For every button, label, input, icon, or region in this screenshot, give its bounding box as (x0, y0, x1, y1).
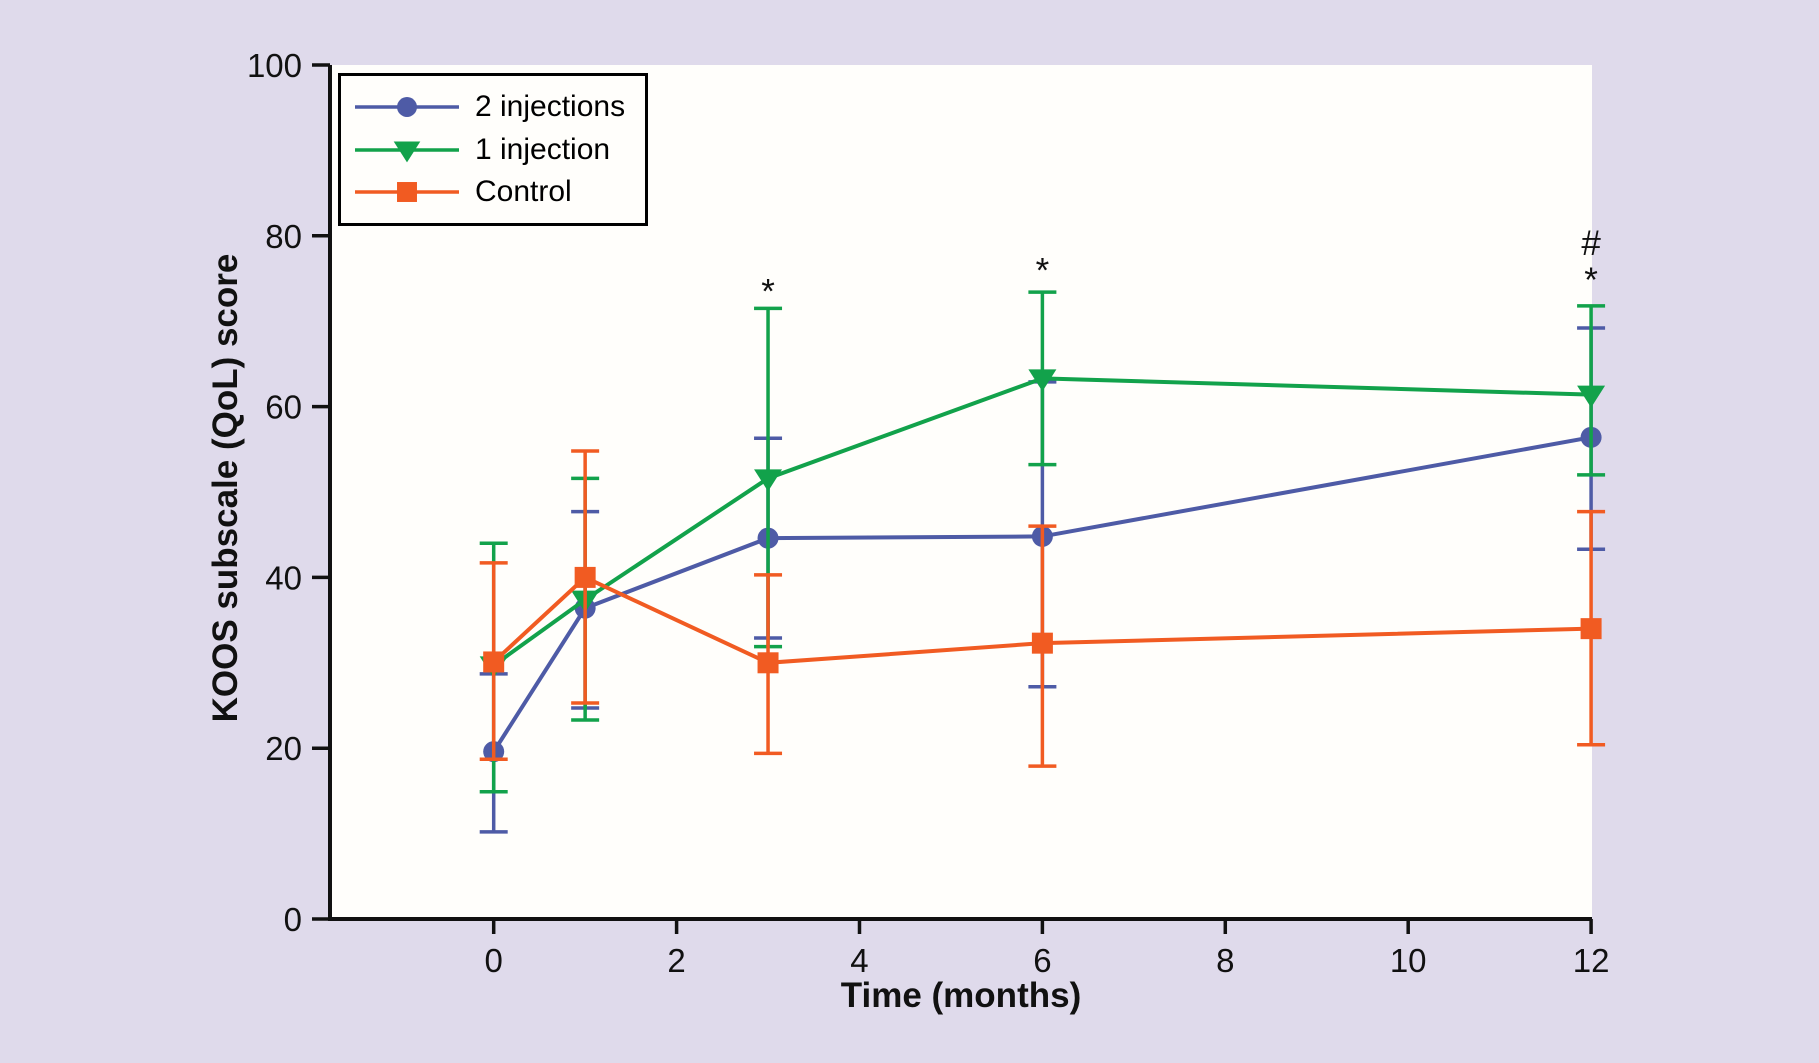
x-tick-label: 12 (1573, 942, 1610, 979)
legend-label: Control (475, 174, 572, 208)
marker-control (757, 652, 779, 674)
legend-swatch-2 (355, 181, 459, 202)
legend-swatch-0 (355, 97, 459, 118)
legend-label: 1 injection (475, 132, 611, 166)
marker-control (1031, 632, 1053, 654)
legend-item-control: Control (355, 174, 645, 208)
marker-control (483, 651, 505, 673)
circle-icon (397, 97, 417, 118)
significance-marker: # (1581, 224, 1601, 263)
y-tick-label: 100 (247, 47, 302, 84)
legend-label: 2 injections (475, 90, 626, 124)
x-tick-label: 10 (1390, 942, 1427, 979)
y-tick-label: 20 (265, 730, 302, 767)
y-tick-label: 60 (265, 389, 302, 426)
significance-marker: * (761, 273, 775, 312)
legend-swatch-1 (355, 140, 459, 162)
y-axis-title: KOOS subscale (QoL) score (206, 253, 245, 723)
x-tick-label: 2 (667, 942, 685, 979)
x-tick-label: 6 (1033, 942, 1051, 979)
marker-control (1580, 618, 1602, 640)
marker-1-injection (1577, 385, 1606, 408)
legend-item-1-injection: 1 injection (355, 132, 645, 166)
x-tick-label: 4 (850, 942, 868, 979)
marker-1-injection (1028, 369, 1057, 392)
y-tick-label: 80 (265, 218, 302, 255)
triangle-down-icon (393, 140, 421, 162)
marker-control (574, 566, 596, 588)
marker-1-injection (754, 469, 783, 492)
x-axis-title: Time (months) (840, 976, 1082, 1015)
x-tick-label: 8 (1216, 942, 1234, 979)
square-icon (397, 181, 417, 202)
y-tick-label: 40 (265, 559, 302, 596)
x-tick-label: 0 (485, 942, 503, 979)
significance-marker: * (1036, 251, 1050, 290)
series-control (479, 449, 1606, 768)
y-tick-label: 0 (284, 901, 302, 938)
significance-marker: * (1584, 261, 1598, 300)
legend: 2 injections 1 injection Control (338, 73, 648, 226)
legend-item-2-injections: 2 injections (355, 92, 645, 122)
